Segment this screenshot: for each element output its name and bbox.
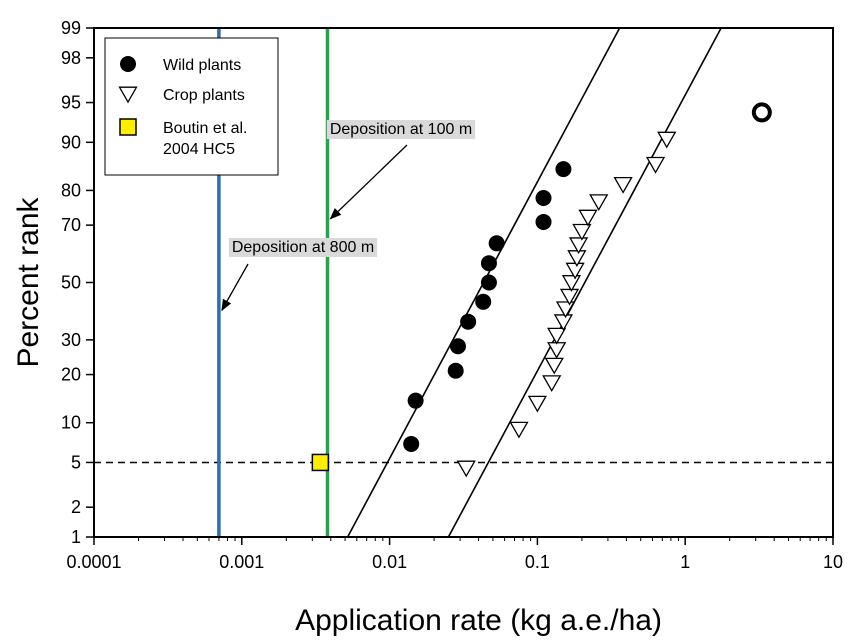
crop-plant-point: [529, 396, 546, 411]
wild-plant-point: [408, 393, 424, 409]
x-tick-label: 0.0001: [66, 552, 121, 572]
legend-label: Boutin et al.: [163, 120, 248, 137]
y-tick-label: 99: [61, 18, 81, 38]
crop-plant-point: [563, 276, 580, 291]
wild-plant-point: [555, 161, 571, 177]
x-ticks: 0.0001 0.001 0.01 0.1 1 10: [66, 537, 843, 572]
wild-plant-point: [489, 235, 505, 251]
x-tick-label: 0.001: [219, 552, 264, 572]
y-tick-label: 80: [61, 180, 81, 200]
crop-plant-point: [615, 178, 632, 193]
annotation-arrow: [330, 145, 407, 219]
hc5-point: [312, 454, 328, 470]
legend-label: Wild plants: [163, 57, 241, 74]
wild-plant-point: [448, 363, 464, 379]
crop-plant-point: [546, 358, 563, 373]
crop-plant-point: [590, 195, 607, 210]
crop-plant-point: [543, 376, 560, 391]
crop-plant-point: [510, 422, 527, 437]
y-tick-label: 95: [61, 93, 81, 113]
y-ticks: 1 2 5 10 20 30 50 70 80 90 95 98 99: [61, 18, 94, 547]
legend-marker: [120, 119, 136, 135]
wild-plant-point: [481, 275, 497, 291]
y-tick-label: 10: [61, 413, 81, 433]
y-tick-label: 1: [71, 527, 81, 547]
crop-plant-point: [555, 315, 572, 330]
y-tick-label: 50: [61, 273, 81, 293]
crop-plant-point: [647, 158, 664, 173]
y-tick-label: 2: [71, 497, 81, 517]
legend-marker: [120, 56, 136, 72]
x-tick-label: 1: [680, 552, 690, 572]
data-points: [312, 104, 769, 476]
annotation-arrow: [222, 264, 248, 310]
y-tick-label: 98: [61, 48, 81, 68]
y-tick-label: 90: [61, 132, 81, 152]
y-tick-label: 20: [61, 365, 81, 385]
wild-plant-point: [450, 338, 466, 354]
x-tick-label: 0.1: [525, 552, 550, 572]
y-axis-title: Percent rank: [12, 196, 45, 367]
crop-plant-point: [548, 343, 565, 358]
crop-plant-point: [458, 461, 475, 476]
crop-plant-point: [548, 328, 565, 343]
wild-plant-point: [481, 255, 497, 271]
legend-label-line2: 2004 HC5: [163, 141, 235, 158]
x-tick-label: 0.01: [372, 552, 407, 572]
wild-plant-point: [536, 214, 552, 230]
wild-plant-point: [403, 436, 419, 452]
x-tick-label: 10: [823, 552, 843, 572]
legend-label: Crop plants: [163, 87, 245, 104]
y-tick-label: 5: [71, 452, 81, 472]
wild-plant-point: [460, 314, 476, 330]
crop-plant-point: [573, 225, 590, 240]
y-tick-label: 70: [61, 215, 81, 235]
legend: Wild plants Crop plants Boutin et al. 2004 …: [105, 38, 278, 175]
wild-plant-point: [536, 190, 552, 206]
crop-plant-point: [580, 210, 597, 225]
annotation-label: Deposition at 100 m: [330, 121, 472, 138]
wild-plant-point: [475, 294, 491, 310]
x-axis-title: Application rate (kg a.e./ha): [295, 604, 662, 637]
outlier-point: [754, 104, 770, 120]
annotation-label: Deposition at 800 m: [232, 239, 374, 256]
y-tick-label: 30: [61, 330, 81, 350]
fit-lines: [348, 28, 721, 537]
